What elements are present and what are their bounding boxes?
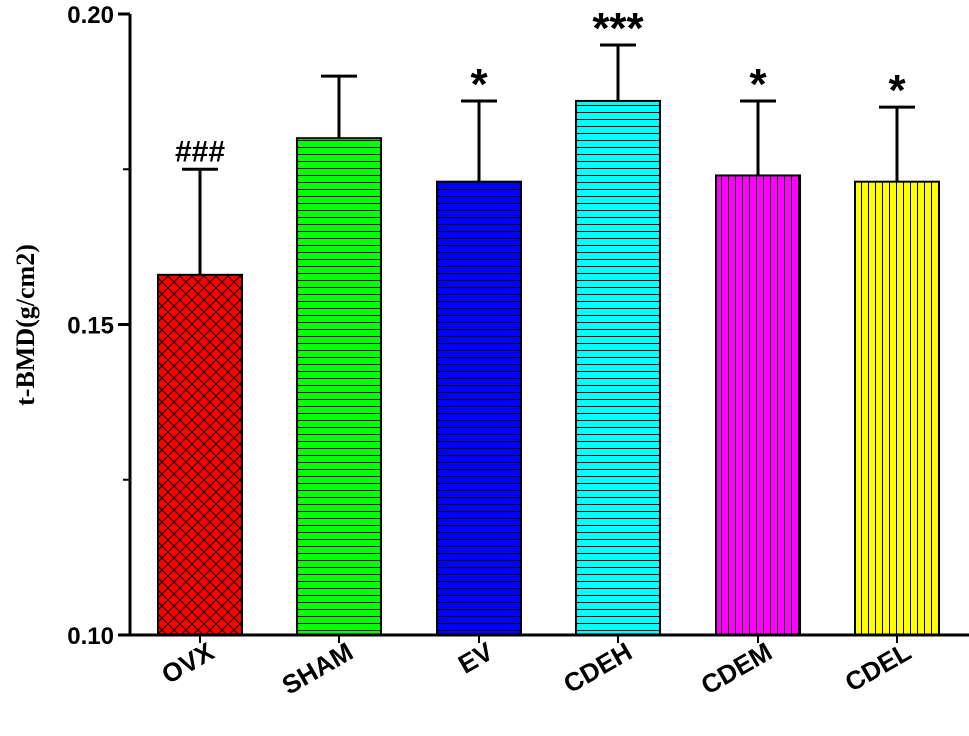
y-tick-label: 0.20: [67, 2, 114, 29]
bar-pattern-ev: [436, 180, 522, 636]
x-tick-label: CDEH: [558, 636, 637, 699]
bar-pattern-cdem: [715, 174, 801, 637]
x-tick-label: SHAM: [277, 636, 358, 700]
x-tick-label: EV: [453, 636, 499, 680]
bar-pattern-ovx: [157, 273, 243, 636]
y-axis-label: t-BMD(g/cm2): [11, 244, 40, 406]
y-tick-label: 0.15: [67, 313, 114, 340]
significance-label: ###: [175, 135, 225, 168]
significance-label: ***: [592, 4, 644, 53]
y-tick-label: 0.10: [67, 623, 114, 650]
bar-pattern-cdeh: [575, 99, 661, 636]
significance-label: *: [888, 66, 906, 115]
significance-label: *: [749, 60, 767, 109]
x-tick-label: OVX: [156, 636, 219, 690]
x-tick-label: CDEM: [696, 636, 777, 700]
bar-pattern-sham: [296, 137, 382, 636]
significance-label: *: [470, 60, 488, 109]
x-tick-label: CDEL: [840, 636, 916, 697]
bar-pattern-cdel: [854, 180, 940, 636]
